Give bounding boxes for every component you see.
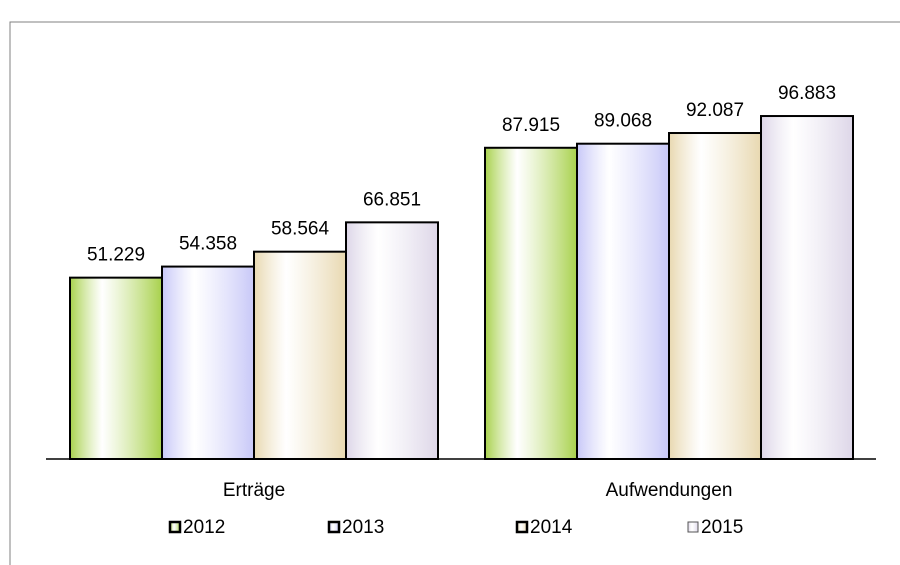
bar: [161, 265, 255, 461]
x-tick-label: Erträge: [223, 480, 285, 501]
legend-label: 2012: [183, 517, 225, 538]
bar: [576, 142, 670, 460]
bar: [345, 221, 439, 460]
legend-label: 2014: [530, 517, 573, 538]
data-label: 58.564: [271, 219, 330, 240]
data-label: 92.087: [686, 100, 744, 121]
legend-label: 2013: [342, 517, 384, 538]
bar: [668, 132, 762, 460]
data-label: 89.068: [594, 111, 652, 132]
data-label: 66.851: [363, 189, 421, 210]
bar: [253, 250, 347, 460]
data-label: 87.915: [502, 115, 560, 136]
legend-label: 2015: [701, 517, 743, 538]
x-tick-label: Aufwendungen: [606, 480, 733, 501]
bar: [484, 146, 578, 460]
data-label: 96.883: [778, 83, 836, 104]
legend-swatch: [687, 521, 699, 533]
bar: [69, 276, 163, 461]
bar: [760, 115, 854, 460]
data-label: 54.358: [179, 234, 237, 255]
legend-swatch: [168, 520, 182, 534]
legend-swatch: [515, 520, 529, 534]
legend-swatch: [327, 520, 341, 534]
data-label: 51.229: [87, 245, 145, 266]
